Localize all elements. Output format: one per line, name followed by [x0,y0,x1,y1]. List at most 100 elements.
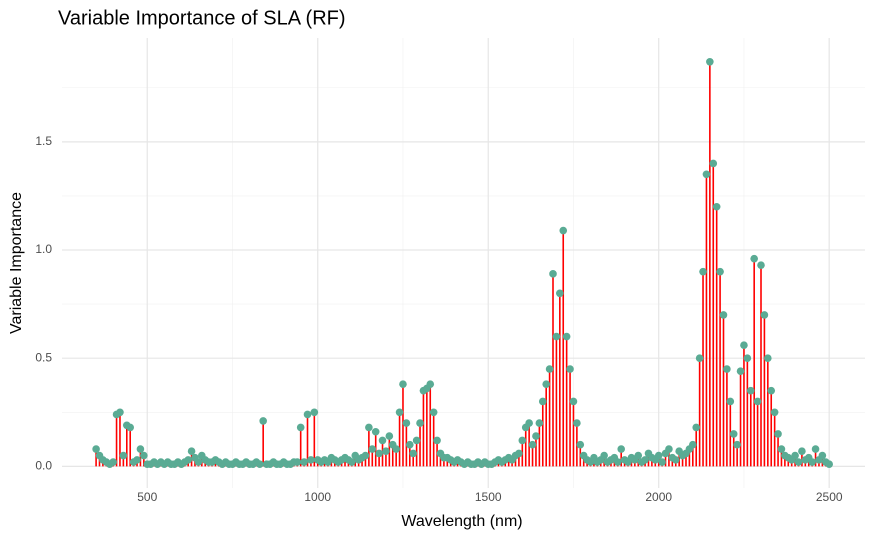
point [552,332,561,341]
point [818,451,827,460]
point [259,417,267,425]
point [719,311,728,319]
point [375,449,383,458]
x-tick-label: 500 [137,490,157,504]
point [794,458,803,466]
point [689,440,697,449]
point [433,436,441,445]
point [426,380,435,388]
point [429,408,438,417]
point [136,445,145,453]
point [798,447,806,456]
point [385,432,394,440]
point [634,451,643,460]
point [416,419,424,427]
point [293,458,302,466]
point [600,451,608,460]
point [405,440,414,449]
point [542,380,550,388]
point [361,451,370,460]
point [709,159,718,168]
point [392,445,400,453]
point [307,456,315,464]
point [740,341,748,350]
point [808,458,816,466]
point [654,451,663,460]
point [760,311,769,319]
point [402,419,411,427]
point [518,436,527,445]
point [184,456,192,464]
point [296,423,305,432]
point [811,445,820,453]
point [733,440,741,449]
point [528,440,537,449]
point [723,365,731,373]
y-tick-label: 1.5 [35,134,52,148]
point [365,423,373,432]
point [310,408,319,417]
point [371,427,380,436]
point [378,436,387,445]
point [706,57,714,66]
point [665,445,673,453]
point [726,397,735,406]
point [348,458,356,466]
point [566,365,574,373]
point [556,289,564,298]
point [712,202,721,211]
point [743,354,752,362]
point [562,332,571,341]
y-tick-label: 0.0 [35,459,52,473]
point [92,445,100,453]
point [753,397,762,406]
point [764,354,772,362]
point [412,436,421,445]
point [549,270,557,278]
point [692,423,701,432]
point [702,170,711,179]
point [729,430,738,438]
point [545,365,554,373]
point [576,440,585,449]
point [535,419,544,427]
point [399,380,407,388]
point [538,397,547,406]
point [559,226,568,235]
point [303,410,312,419]
point [613,458,622,466]
point [671,456,680,464]
point [368,445,377,453]
point [767,386,776,395]
point [382,447,390,456]
point [126,423,134,432]
point [187,447,196,456]
point [119,451,128,460]
point [746,386,755,395]
x-tick-label: 2500 [816,490,843,504]
point [757,261,765,269]
point [695,354,704,362]
point [140,451,148,460]
point [255,460,264,469]
x-tick-label: 1500 [475,490,502,504]
x-tick-label: 2000 [645,490,672,504]
point [409,449,418,458]
point [699,267,707,276]
point [525,419,533,427]
point [658,458,666,466]
point [641,456,649,464]
point [133,456,141,464]
point [774,430,782,438]
point [736,367,745,375]
point [825,460,833,469]
x-tick-label: 1000 [304,490,331,504]
point [770,408,779,417]
point [617,445,626,453]
point [750,254,758,263]
point [395,408,404,417]
point [515,449,523,458]
point [569,397,578,406]
